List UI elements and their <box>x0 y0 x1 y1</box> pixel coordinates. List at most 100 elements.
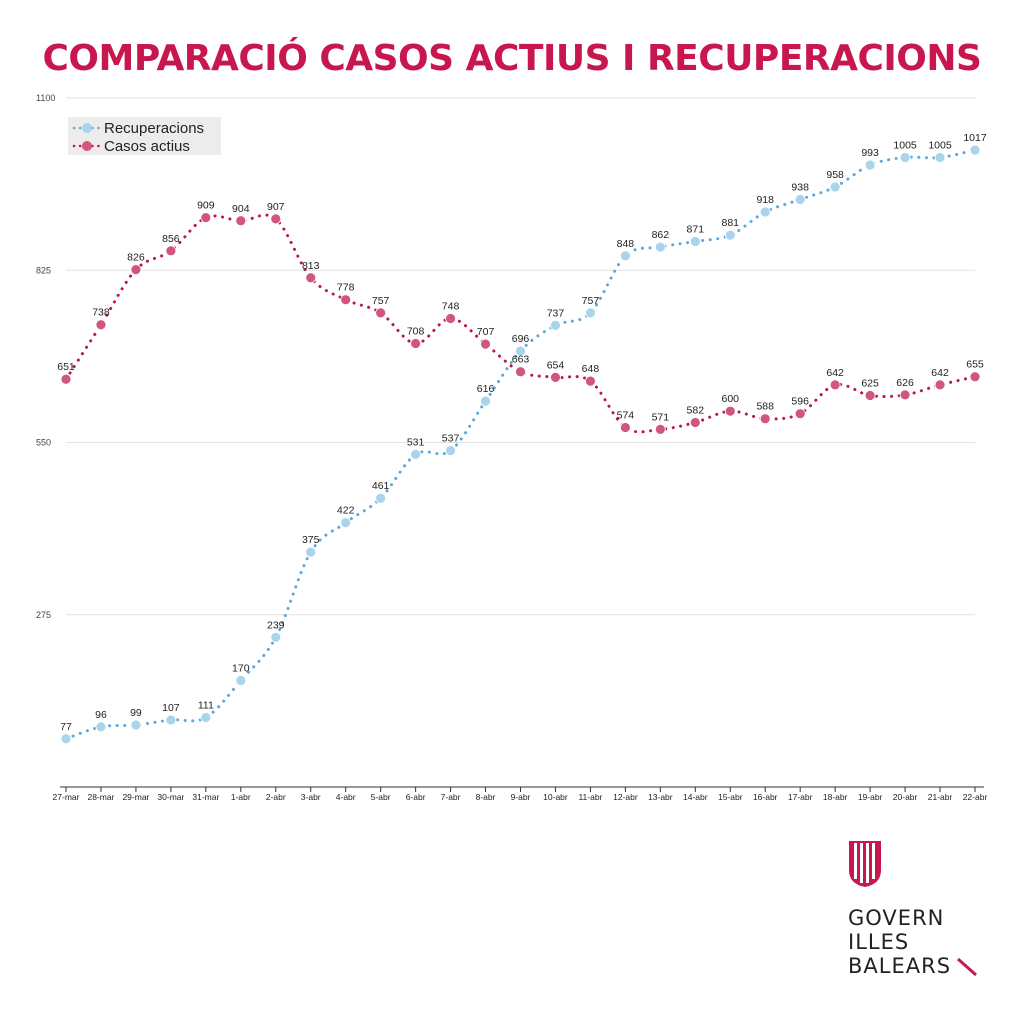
data-point-recuperacions <box>200 712 212 723</box>
data-label-recuperacions: 239 <box>267 619 285 631</box>
series-line-casos_actius <box>64 213 977 434</box>
data-label-recuperacions: 958 <box>826 169 844 181</box>
legend-label-recuperacions: Recuperacions <box>104 120 204 137</box>
data-label-casos_actius: 574 <box>617 409 635 421</box>
data-label-casos_actius: 757 <box>372 295 390 307</box>
legend-box <box>68 117 221 155</box>
y-tick-label: 550 <box>36 438 51 448</box>
data-point-casos_actius <box>969 371 981 383</box>
logo-line-balears-text: BALEARS <box>848 954 952 978</box>
data-label-casos_actius: 571 <box>652 411 670 423</box>
data-point-casos_actius <box>270 213 282 225</box>
data-label-casos_actius: 904 <box>232 203 250 215</box>
data-label-casos_actius: 642 <box>931 367 949 379</box>
x-tick-label: 18-abr <box>823 792 848 802</box>
data-label-casos_actius: 778 <box>337 282 355 294</box>
data-point-casos_actius <box>340 294 352 306</box>
data-label-casos_actius: 748 <box>442 300 460 312</box>
data-label-recuperacions: 938 <box>791 181 809 193</box>
data-point-recuperacions <box>829 181 841 193</box>
x-tick-label: 4-abr <box>336 792 356 802</box>
data-label-recuperacions: 862 <box>652 229 670 241</box>
x-tick-label: 29-mar <box>122 792 149 802</box>
data-label-recuperacions: 77 <box>60 721 72 733</box>
x-tick-label: 17-abr <box>788 792 813 802</box>
data-label-casos_actius: 625 <box>861 378 879 390</box>
data-label-casos_actius: 826 <box>127 252 145 264</box>
data-point-recuperacions <box>934 152 946 163</box>
x-tick-label: 16-abr <box>753 792 778 802</box>
data-point-recuperacions <box>445 445 456 457</box>
x-tick-label: 31-mar <box>192 792 219 802</box>
data-label-recuperacions: 111 <box>198 699 214 711</box>
series <box>60 144 981 745</box>
x-tick-label: 21-abr <box>928 792 953 802</box>
x-tick-label: 27-mar <box>53 792 80 802</box>
data-label-casos_actius: 738 <box>92 307 110 319</box>
data-label-recuperacions: 871 <box>687 223 705 235</box>
data-label-recuperacions: 881 <box>722 217 740 229</box>
data-point-recuperacions <box>864 159 876 171</box>
data-point-casos_actius <box>689 417 701 428</box>
data-point-recuperacions <box>689 236 701 247</box>
logo-slash-icon <box>957 957 977 977</box>
x-tick-label: 1-abr <box>231 792 251 802</box>
data-point-recuperacions <box>654 241 666 253</box>
data-label-recuperacions: 993 <box>861 147 879 159</box>
data-label-recuperacions: 170 <box>232 663 250 675</box>
data-label-casos_actius: 648 <box>582 363 600 375</box>
data-point-recuperacions <box>375 492 387 504</box>
data-point-casos_actius <box>724 405 736 417</box>
x-tick-label: 5-abr <box>371 792 391 802</box>
data-labels: 651 738 826 856 909 904 907 813 778 757 708 748 707 6… <box>57 132 987 733</box>
coat-of-arms-icon <box>849 841 881 887</box>
data-label-casos_actius: 655 <box>966 359 984 371</box>
x-tick-label: 10-abr <box>543 792 568 802</box>
logo-line-govern: GOVERN <box>848 906 945 930</box>
data-point-casos_actius <box>235 215 247 227</box>
data-point-casos_actius <box>165 245 177 257</box>
x-tick-label: 8-abr <box>476 792 496 802</box>
x-tick-label: 6-abr <box>406 792 426 802</box>
data-point-recuperacions <box>759 206 771 218</box>
x-tick-label: 12-abr <box>613 792 638 802</box>
x-tick-label: 7-abr <box>441 792 461 802</box>
data-point-casos_actius <box>829 379 841 391</box>
data-point-recuperacions <box>165 714 177 726</box>
legend-label-casos_actius: Casos actius <box>104 138 190 155</box>
data-point-recuperacions <box>95 721 107 733</box>
data-label-casos_actius: 909 <box>197 200 215 212</box>
data-point-recuperacions <box>794 194 806 205</box>
data-label-recuperacions: 537 <box>442 433 460 445</box>
x-tick-label: 19-abr <box>858 792 883 802</box>
data-label-casos_actius: 596 <box>791 396 809 408</box>
data-label-casos_actius: 651 <box>57 361 75 373</box>
data-label-recuperacions: 848 <box>617 238 635 250</box>
data-label-casos_actius: 654 <box>547 359 565 371</box>
data-point-casos_actius <box>899 389 911 401</box>
data-point-casos_actius <box>515 366 526 378</box>
series-line-recuperacions <box>64 148 977 741</box>
x-tick-label: 3-abr <box>301 792 321 802</box>
x-axis: 27-mar 28-mar 29-mar 30-mar 31-mar 1-abr 2-abr… <box>53 786 988 802</box>
x-tick-label: 2-abr <box>266 792 286 802</box>
data-point-casos_actius <box>130 264 142 276</box>
legend-marker-recuperacions <box>82 123 92 133</box>
data-label-recuperacions: 531 <box>407 436 425 448</box>
data-label-recuperacions: 696 <box>512 333 530 345</box>
data-label-recuperacions: 375 <box>302 534 320 546</box>
data-point-casos_actius <box>95 319 107 331</box>
x-tick-label: 22-abr <box>963 792 988 802</box>
data-point-casos_actius <box>550 371 561 383</box>
data-label-casos_actius: 907 <box>267 201 285 213</box>
data-label-recuperacions: 99 <box>130 707 142 719</box>
data-point-casos_actius <box>375 307 387 319</box>
data-label-recuperacions: 616 <box>477 383 495 395</box>
x-tick-label: 14-abr <box>683 792 708 802</box>
data-point-casos_actius <box>200 212 212 224</box>
data-point-casos_actius <box>60 373 72 385</box>
y-tick-label: 275 <box>36 610 51 620</box>
govern-illes-balears-logo: GOVERN ILLES BALEARS <box>848 840 998 990</box>
